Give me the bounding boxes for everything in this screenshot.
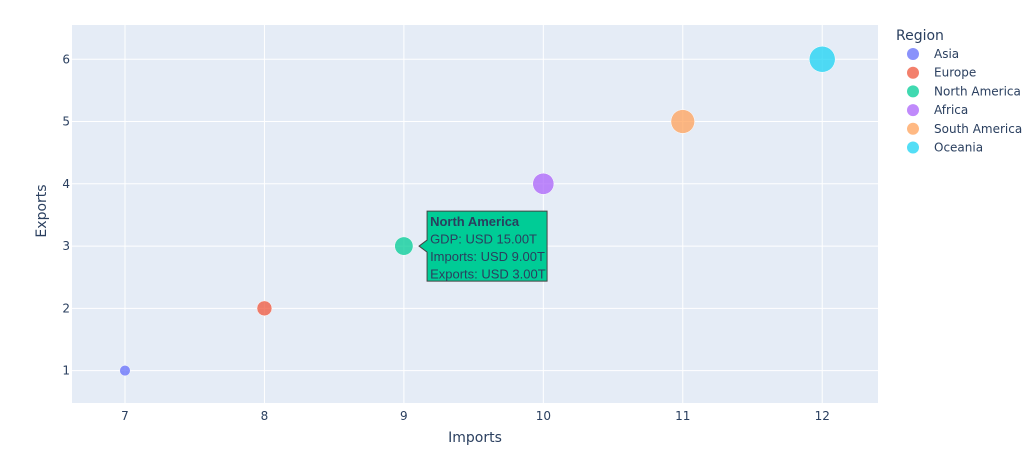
bubble-north-america[interactable] xyxy=(394,236,414,256)
y-tick-label: 1 xyxy=(62,364,70,378)
legend-item-south-america[interactable]: South America xyxy=(907,122,1022,136)
legend-marker xyxy=(907,141,919,154)
bubble-oceania[interactable] xyxy=(808,46,836,73)
y-tick-label: 3 xyxy=(62,239,70,253)
x-tick-label: 9 xyxy=(400,409,408,423)
legend-item-oceania[interactable]: Oceania xyxy=(907,141,983,155)
y-axis-title: Exports xyxy=(34,184,50,237)
bubble-europe[interactable] xyxy=(256,300,273,317)
bubble-asia[interactable] xyxy=(119,365,131,377)
x-tick-label: 11 xyxy=(675,409,690,423)
tooltip-line: GDP: USD 15.00T xyxy=(430,232,537,247)
y-tick-label: 5 xyxy=(62,115,70,129)
legend-marker xyxy=(907,85,919,98)
legend[interactable]: Region Asia Europe North America Africa South… xyxy=(896,28,1022,155)
y-tick-label: 2 xyxy=(62,301,70,315)
legend-item-north-america[interactable]: North America xyxy=(907,84,1021,98)
bubble-south-america[interactable] xyxy=(670,109,695,134)
hover-tooltip: North America GDP: USD 15.00T Imports: USD… xyxy=(418,210,548,282)
x-tick-label: 7 xyxy=(121,409,129,423)
y-axis-ticks: 1 2 3 4 5 6 xyxy=(62,52,70,377)
grid-lines xyxy=(72,25,878,403)
x-axis-title: Imports xyxy=(448,430,502,446)
legend-label: Europe xyxy=(934,66,976,80)
legend-label: North America xyxy=(934,84,1021,98)
tooltip-box xyxy=(418,210,548,282)
legend-marker xyxy=(907,122,919,135)
x-axis-ticks: 7 8 9 10 11 12 xyxy=(121,409,830,423)
legend-item-africa[interactable]: Africa xyxy=(907,103,968,117)
tooltip-title: North America xyxy=(430,214,520,229)
y-tick-label: 4 xyxy=(62,177,70,191)
legend-label: Oceania xyxy=(934,141,983,155)
x-tick-label: 12 xyxy=(815,409,830,423)
legend-marker xyxy=(907,48,919,60)
legend-marker xyxy=(907,66,919,79)
legend-item-asia[interactable]: Asia xyxy=(907,47,959,61)
legend-label: South America xyxy=(934,122,1022,136)
legend-marker xyxy=(907,104,919,117)
legend-item-europe[interactable]: Europe xyxy=(907,66,976,80)
legend-title: Region xyxy=(896,28,944,44)
y-tick-label: 6 xyxy=(62,52,70,66)
tooltip-line: Imports: USD 9.00T xyxy=(430,249,545,264)
legend-label: Africa xyxy=(934,103,968,117)
tooltip-line: Exports: USD 3.00T xyxy=(430,267,546,282)
x-tick-label: 10 xyxy=(536,409,551,423)
data-points xyxy=(119,46,836,377)
bubble-africa[interactable] xyxy=(532,172,555,195)
legend-label: Asia xyxy=(934,47,959,61)
x-tick-label: 8 xyxy=(261,409,269,423)
